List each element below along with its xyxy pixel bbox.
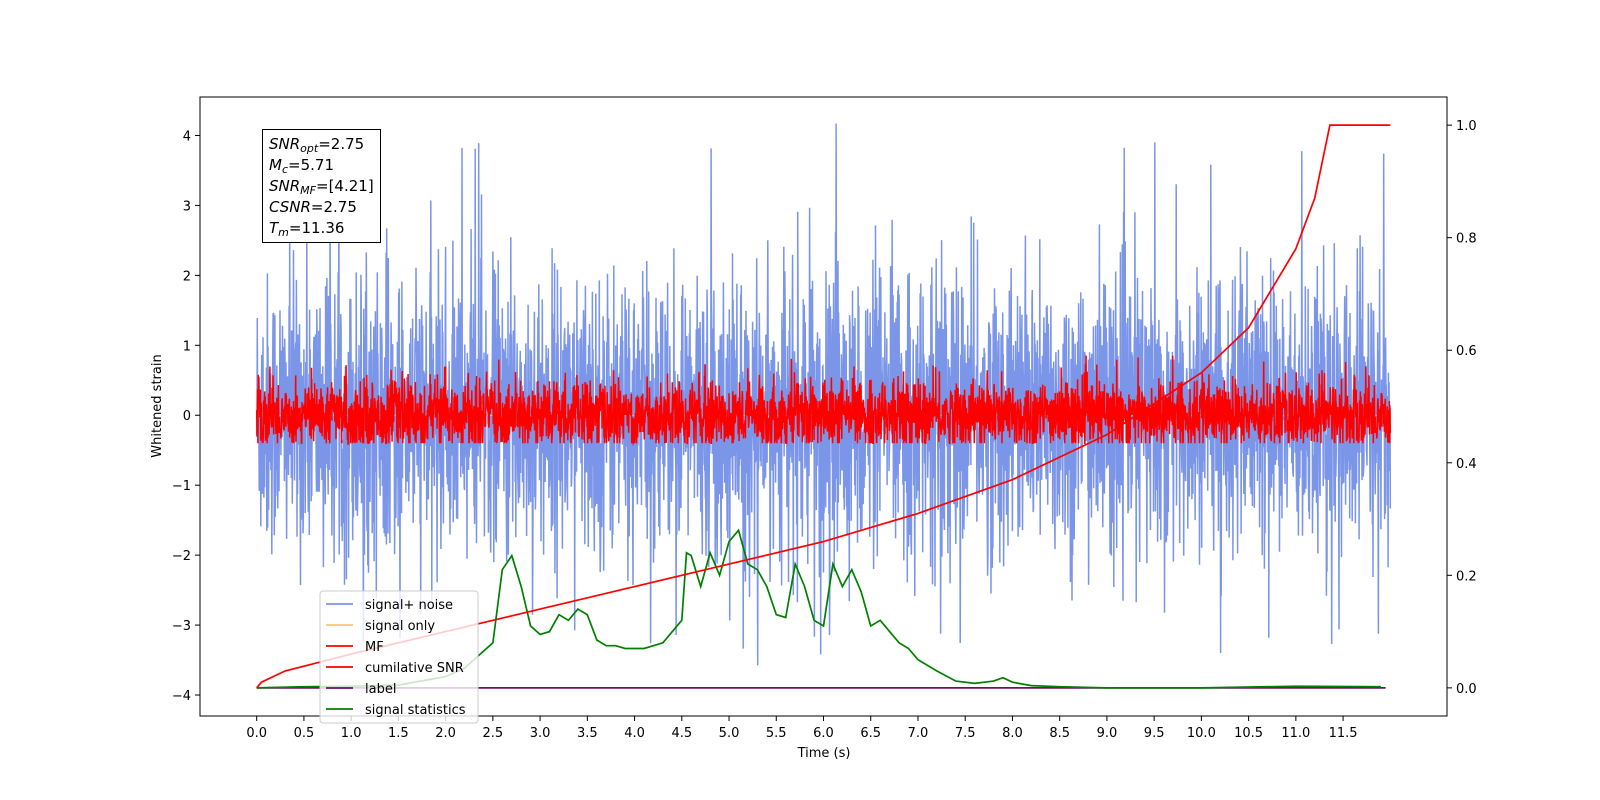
x-axis-ticks: 0.0 0.5 1.0 1.5 2.0 2.5 3.0 3.5 4.0 4.5 5.0 5.5 6.0 6… (246, 716, 1358, 741)
annot-snr-mf: SNRMF=[4.21] (269, 177, 374, 197)
legend: signal+ noise signal only MF cumilative SNR… (319, 590, 479, 724)
stats-annotation-box: SNRopt=2.75 Mc=5.71 SNRMF=[4.21] CSNR=2.… (262, 129, 381, 243)
y-tick-label: −2 (172, 549, 191, 564)
annot-csnr: CSNR=2.75 (269, 198, 357, 216)
x-tick-label: 9.0 (1097, 726, 1118, 741)
x-tick-label: 7.0 (908, 726, 929, 741)
y-tick-label: 1 (183, 339, 191, 354)
x-tick-label: 8.0 (1002, 726, 1023, 741)
legend-entry: signal statistics (365, 703, 466, 718)
x-tick-label: 7.5 (955, 726, 976, 741)
series-mf (255, 355, 1392, 446)
y2-tick-label: 0.4 (1456, 457, 1477, 472)
x-tick-label: 3.5 (577, 726, 598, 741)
legend-frame (319, 590, 479, 724)
x-tick-label: 5.5 (766, 726, 787, 741)
y-tick-label: −1 (172, 479, 191, 494)
legend-entry: signal+ noise (365, 598, 453, 613)
x-tick-label: 2.5 (483, 726, 504, 741)
x-tick-label: 4.0 (624, 726, 645, 741)
x-tick-label: 6.5 (860, 726, 881, 741)
x-tick-label: 8.5 (1049, 726, 1070, 741)
x-tick-label: 1.5 (388, 726, 409, 741)
y-axis-label: Whitened strain (150, 354, 165, 457)
y-tick-label: 2 (183, 269, 191, 284)
y2-axis-ticks: 1.0 0.8 0.6 0.4 0.2 0.0 (1447, 119, 1477, 697)
y2-tick-label: 0.2 (1456, 569, 1477, 584)
annot-tm: Tm=11.36 (269, 219, 345, 239)
y-tick-label: −3 (172, 619, 191, 634)
y-axis-ticks: 4 3 2 1 0 −1 −2 −3 −4 (172, 129, 200, 704)
x-tick-label: 0.5 (294, 726, 315, 741)
legend-entry: cumilative SNR (365, 661, 464, 676)
x-tick-label: 3.0 (530, 726, 551, 741)
x-tick-label: 11.0 (1281, 726, 1310, 741)
x-tick-label: 10.0 (1187, 726, 1216, 741)
y-tick-label: 3 (183, 199, 191, 214)
x-tick-label: 1.0 (341, 726, 362, 741)
x-tick-label: 2.0 (435, 726, 456, 741)
series-signal-statistics (256, 528, 1381, 689)
legend-entry: label (365, 682, 396, 697)
x-tick-label: 5.0 (719, 726, 740, 741)
series-signal-noise (255, 123, 1392, 666)
annot-snr-opt: SNRopt=2.75 (269, 135, 365, 155)
y2-tick-label: 0.0 (1456, 682, 1477, 697)
y-tick-label: 4 (183, 129, 191, 144)
x-axis-label: Time (s) (797, 746, 851, 761)
legend-entry: MF (365, 640, 384, 655)
y2-tick-label: 0.6 (1456, 344, 1477, 359)
annot-mc: Mc=5.71 (269, 156, 334, 176)
x-tick-label: 6.0 (813, 726, 834, 741)
y-tick-label: 0 (183, 409, 191, 424)
y2-tick-label: 1.0 (1456, 119, 1477, 134)
legend-entry: signal only (365, 619, 435, 634)
x-tick-label: 4.5 (671, 726, 692, 741)
y-tick-label: −4 (172, 689, 191, 704)
x-tick-label: 9.5 (1144, 726, 1165, 741)
x-tick-label: 10.5 (1234, 726, 1263, 741)
y2-tick-label: 0.8 (1456, 232, 1477, 247)
x-tick-label: 0.0 (246, 726, 267, 741)
x-tick-label: 11.5 (1329, 726, 1358, 741)
